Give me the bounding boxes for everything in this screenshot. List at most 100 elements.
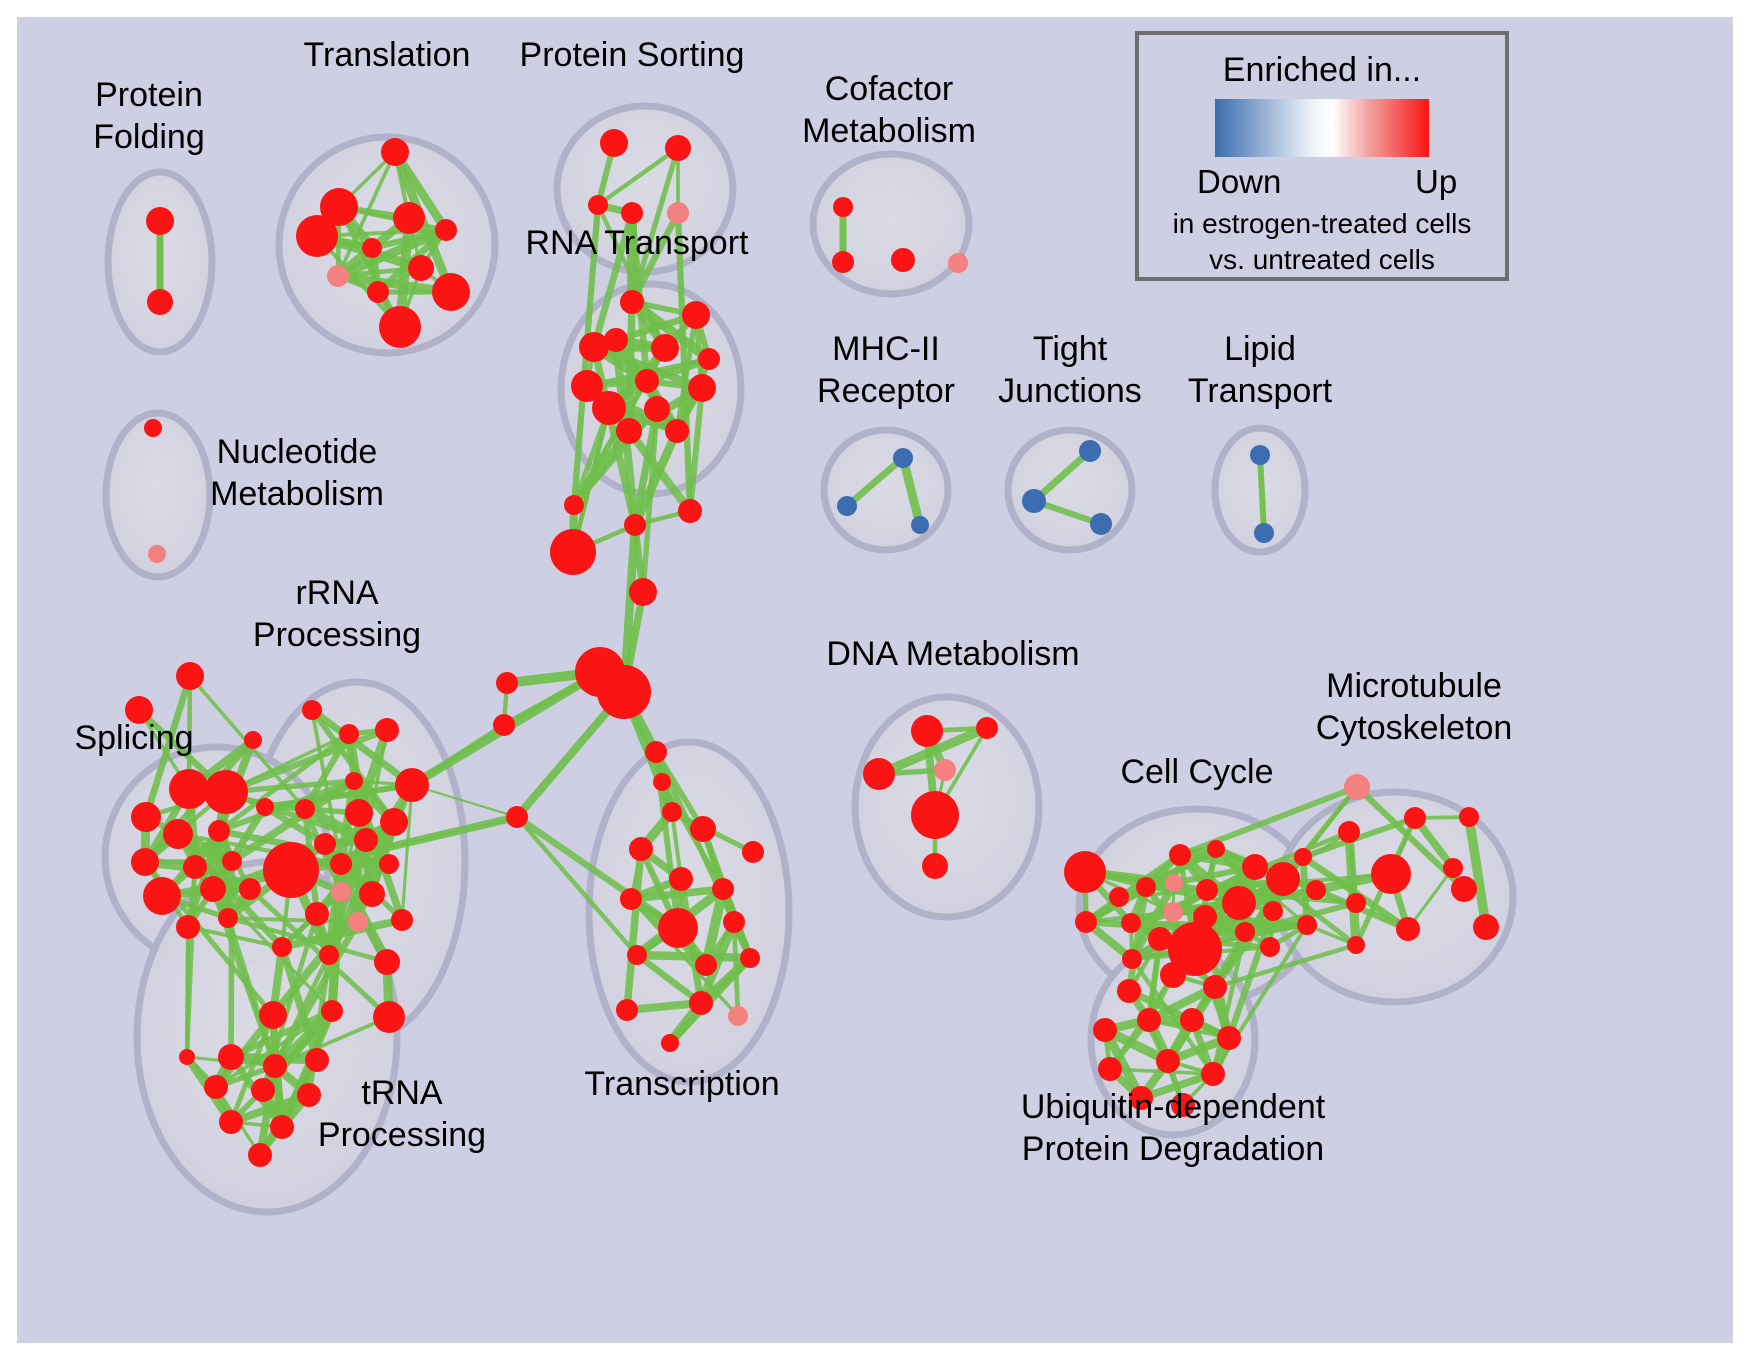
network-node[interactable]	[644, 396, 670, 422]
network-node[interactable]	[723, 911, 745, 933]
network-node[interactable]	[143, 877, 181, 915]
network-node[interactable]	[629, 578, 657, 606]
network-node[interactable]	[592, 391, 626, 425]
network-node[interactable]	[1064, 851, 1106, 893]
network-node[interactable]	[435, 219, 457, 241]
network-node[interactable]	[379, 854, 399, 874]
network-node[interactable]	[176, 662, 204, 690]
network-node[interactable]	[314, 833, 336, 855]
network-node[interactable]	[1160, 962, 1186, 988]
network-node[interactable]	[408, 255, 434, 281]
network-node[interactable]	[1207, 840, 1225, 858]
network-node[interactable]	[678, 499, 702, 523]
network-node[interactable]	[179, 1049, 195, 1065]
network-node[interactable]	[1163, 902, 1183, 922]
network-node[interactable]	[1404, 807, 1426, 829]
network-node[interactable]	[169, 769, 209, 809]
network-node[interactable]	[1347, 936, 1365, 954]
network-node[interactable]	[148, 545, 166, 563]
network-node[interactable]	[321, 1000, 343, 1022]
network-node[interactable]	[1165, 874, 1183, 892]
network-node[interactable]	[272, 937, 292, 957]
network-node[interactable]	[248, 1143, 272, 1167]
network-node[interactable]	[331, 882, 351, 902]
network-node[interactable]	[218, 1044, 244, 1070]
network-node[interactable]	[832, 251, 854, 273]
network-node[interactable]	[616, 999, 638, 1021]
network-node[interactable]	[863, 758, 895, 790]
network-node[interactable]	[1266, 862, 1300, 896]
network-node[interactable]	[506, 806, 528, 828]
network-node[interactable]	[320, 188, 358, 226]
network-node[interactable]	[176, 915, 200, 939]
network-node[interactable]	[1171, 1093, 1195, 1117]
network-node[interactable]	[645, 741, 667, 763]
network-node[interactable]	[712, 878, 734, 900]
network-node[interactable]	[319, 945, 339, 965]
network-node[interactable]	[395, 768, 429, 802]
network-node[interactable]	[1093, 1018, 1117, 1042]
network-node[interactable]	[893, 448, 913, 468]
network-node[interactable]	[381, 138, 409, 166]
network-node[interactable]	[362, 238, 382, 258]
network-node[interactable]	[1396, 917, 1420, 941]
network-node[interactable]	[1254, 523, 1274, 543]
network-node[interactable]	[661, 1034, 679, 1052]
network-node[interactable]	[432, 273, 470, 311]
network-node[interactable]	[1371, 854, 1411, 894]
network-node[interactable]	[690, 816, 716, 842]
network-node[interactable]	[259, 1001, 287, 1029]
network-node[interactable]	[1451, 876, 1477, 902]
network-node[interactable]	[345, 772, 363, 790]
network-node[interactable]	[1090, 513, 1112, 535]
network-node[interactable]	[367, 281, 389, 303]
network-node[interactable]	[330, 853, 352, 875]
network-node[interactable]	[1260, 937, 1280, 957]
network-node[interactable]	[348, 912, 368, 932]
network-node[interactable]	[1022, 489, 1046, 513]
network-node[interactable]	[597, 665, 651, 719]
network-node[interactable]	[131, 802, 161, 832]
network-node[interactable]	[391, 909, 413, 931]
network-node[interactable]	[263, 842, 319, 898]
network-node[interactable]	[620, 290, 644, 314]
network-node[interactable]	[1109, 887, 1129, 907]
network-node[interactable]	[695, 954, 717, 976]
network-node[interactable]	[1117, 979, 1141, 1003]
network-node[interactable]	[1217, 1026, 1241, 1050]
network-node[interactable]	[651, 334, 679, 362]
network-node[interactable]	[911, 715, 943, 747]
network-node[interactable]	[629, 837, 653, 861]
network-node[interactable]	[600, 129, 628, 157]
network-node[interactable]	[837, 496, 857, 516]
network-node[interactable]	[604, 328, 628, 352]
network-node[interactable]	[204, 770, 248, 814]
network-node[interactable]	[244, 731, 262, 749]
network-node[interactable]	[564, 495, 584, 515]
network-node[interactable]	[393, 202, 425, 234]
network-node[interactable]	[1263, 901, 1283, 921]
network-node[interactable]	[1459, 807, 1479, 827]
network-node[interactable]	[295, 799, 315, 819]
network-node[interactable]	[627, 945, 647, 965]
network-node[interactable]	[1235, 922, 1255, 942]
network-node[interactable]	[1443, 858, 1463, 878]
network-node[interactable]	[1129, 1086, 1153, 1110]
network-node[interactable]	[689, 991, 713, 1015]
network-node[interactable]	[305, 1048, 329, 1072]
network-node[interactable]	[131, 848, 159, 876]
network-node[interactable]	[163, 819, 193, 849]
network-node[interactable]	[296, 215, 338, 257]
network-node[interactable]	[125, 696, 153, 724]
network-node[interactable]	[688, 374, 716, 402]
network-node[interactable]	[1156, 1049, 1180, 1073]
network-node[interactable]	[1306, 880, 1326, 900]
network-node[interactable]	[1201, 1062, 1225, 1086]
network-node[interactable]	[658, 908, 698, 948]
network-node[interactable]	[208, 820, 230, 842]
network-node[interactable]	[1180, 1008, 1204, 1032]
network-node[interactable]	[1136, 877, 1156, 897]
network-node[interactable]	[1196, 879, 1218, 901]
network-node[interactable]	[698, 348, 720, 370]
network-node[interactable]	[635, 369, 659, 393]
